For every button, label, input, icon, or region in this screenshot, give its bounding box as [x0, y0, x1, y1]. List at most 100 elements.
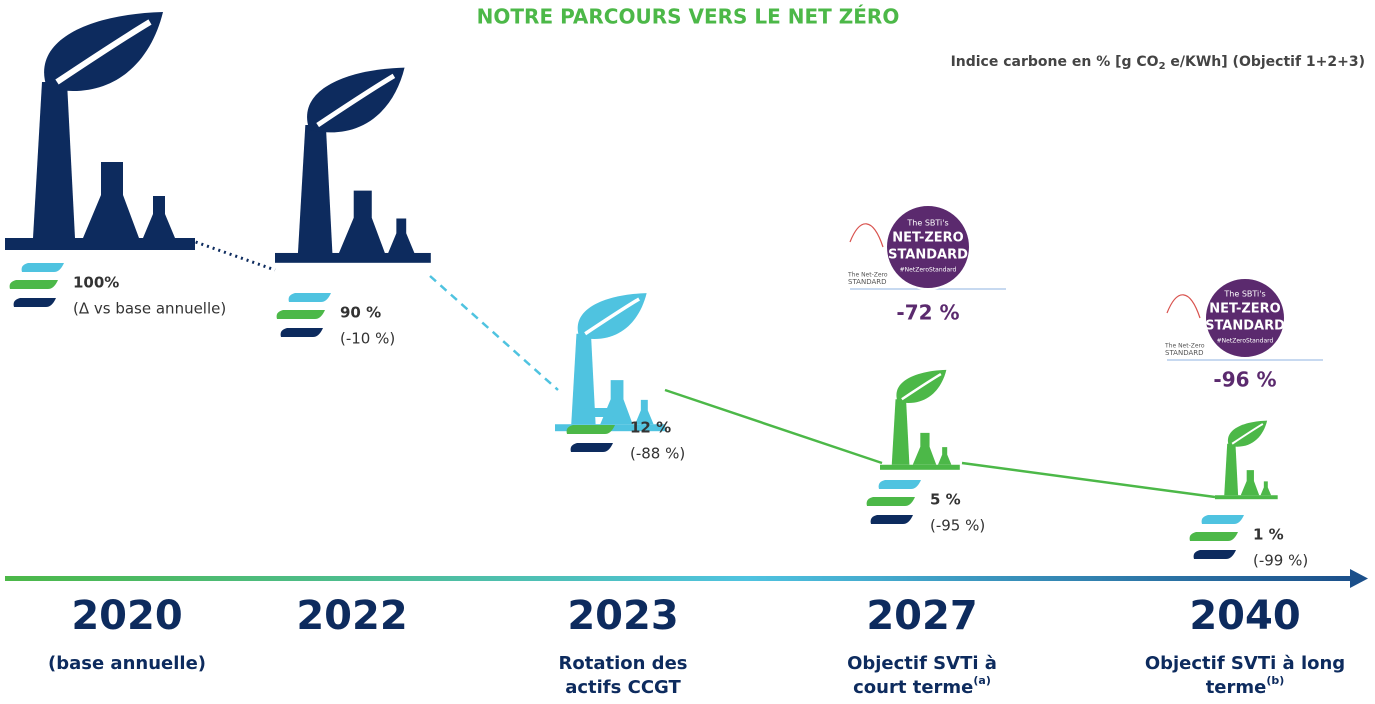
sbti-badge [885, 204, 971, 290]
badge-text: #NetZeroStandard [900, 267, 957, 274]
factory-icon [275, 67, 431, 263]
logo-text: STANDARD [1165, 349, 1204, 357]
caption: court terme(a) [853, 674, 991, 698]
factory-base [1215, 495, 1278, 500]
factory-icon [5, 12, 195, 250]
change: (-99 %) [1253, 552, 1308, 570]
factory-icon [1215, 420, 1278, 500]
brand-swoosh [21, 263, 65, 272]
connector [189, 238, 276, 272]
leaf-vein [901, 372, 942, 401]
value: 12 % [630, 419, 671, 437]
milestones: 100% (Δ vs base annuelle) 2020 (base annuel… [5, 12, 1345, 698]
brand-swoosh [276, 310, 325, 319]
subtitle-text: e/KWh] (Objectif 1+2+3) [1166, 54, 1365, 70]
sbti-badge [1204, 277, 1286, 359]
factory-tank [600, 380, 633, 425]
change: (-10 %) [340, 330, 395, 348]
logo-text: The Net-Zero [1164, 343, 1205, 350]
connector [961, 461, 1216, 499]
factory-chimney [571, 333, 596, 425]
caption-text: (base annuelle) [48, 653, 206, 674]
brand-swoosh [570, 443, 613, 452]
badge-text: NET-ZERO [1209, 302, 1280, 317]
factory-chimney [33, 82, 75, 238]
target: -96 % [1213, 368, 1276, 392]
badge-text: STANDARD [1205, 319, 1285, 334]
factory-tank [83, 162, 139, 238]
caption-text: Objectif SVTi à [847, 653, 997, 674]
change: (Δ vs base annuelle) [73, 300, 226, 318]
factory-tank [338, 190, 385, 253]
caption-text: actifs CCGT [565, 677, 681, 698]
change: (-95 %) [930, 517, 985, 535]
factory-base [880, 464, 960, 470]
year: 2040 [1189, 593, 1300, 639]
brand-swoosh [870, 515, 913, 524]
brand-swoosh [578, 408, 621, 417]
factory-chimney [1224, 443, 1239, 496]
brand-swoosh [566, 425, 615, 434]
factory-base [5, 238, 195, 250]
caption: (base annuelle) [48, 653, 206, 674]
caption-text: terme [1206, 677, 1267, 698]
caption: Objectif SVTi à [847, 653, 997, 674]
connector [664, 388, 883, 465]
brand-swoosh [280, 328, 323, 337]
leaf-vein [55, 19, 152, 85]
brand-swoosh [1189, 532, 1238, 541]
factory-tank [937, 447, 952, 465]
leaf-vein [316, 73, 396, 128]
leaf-vein [1231, 423, 1264, 445]
factory-chimney [297, 125, 333, 253]
year: 2022 [296, 593, 407, 639]
year: 2020 [71, 593, 182, 639]
change: (-88 %) [630, 445, 685, 463]
brand-swoosh [1193, 550, 1236, 559]
value: 100% [73, 274, 119, 292]
factory-tank [143, 196, 175, 238]
badge-curve [1166, 294, 1201, 319]
factory-tank [388, 218, 415, 253]
badge-curve [849, 223, 884, 248]
brand-swoosh [1201, 515, 1244, 524]
leaf-vein [584, 297, 640, 336]
brand-swoosh [9, 280, 59, 289]
year: 2027 [866, 593, 977, 639]
badge-text: STANDARD [888, 248, 968, 263]
badge-text: The SBTi's [1223, 290, 1265, 299]
target: -72 % [896, 301, 959, 325]
subtitle-text: Indice carbone en % [g CO [951, 54, 1159, 70]
factory-tank [912, 432, 937, 465]
subtitle-sub: 2 [1159, 61, 1166, 72]
badge-text: #NetZeroStandard [1217, 338, 1274, 345]
badge-text: NET-ZERO [892, 231, 963, 246]
caption-sup: (a) [973, 674, 990, 687]
subtitle: Indice carbone en % [g CO2 e/KWh] (Objec… [951, 54, 1365, 72]
caption: Objectif SVTi à long [1145, 653, 1345, 674]
caption-text: Rotation des [558, 653, 687, 674]
connector [429, 275, 559, 391]
title: NOTRE PARCOURS VERS LE NET ZÉRO [477, 5, 900, 29]
factory-tank [1240, 470, 1260, 496]
caption-text: Objectif SVTi à long [1145, 653, 1345, 674]
badge-text: The SBTi's [906, 219, 948, 228]
factory-tank [635, 399, 654, 425]
caption: terme(b) [1206, 674, 1285, 698]
caption-sup: (b) [1266, 674, 1284, 687]
brand-swoosh [878, 480, 921, 489]
factory-chimney [891, 399, 910, 465]
caption-text: court terme [853, 677, 973, 698]
timeline-arrow [1350, 569, 1368, 588]
factory-tank [1260, 481, 1272, 496]
logo-text: The Net-Zero [847, 272, 888, 279]
factory-icon [880, 369, 960, 470]
year: 2023 [567, 593, 678, 639]
logo-text: STANDARD [848, 278, 887, 286]
brand-swoosh [13, 298, 57, 307]
caption: Rotation des [558, 653, 687, 674]
timeline [5, 576, 1355, 581]
value: 90 % [340, 304, 381, 322]
value: 5 % [930, 491, 961, 509]
value: 1 % [1253, 526, 1284, 544]
